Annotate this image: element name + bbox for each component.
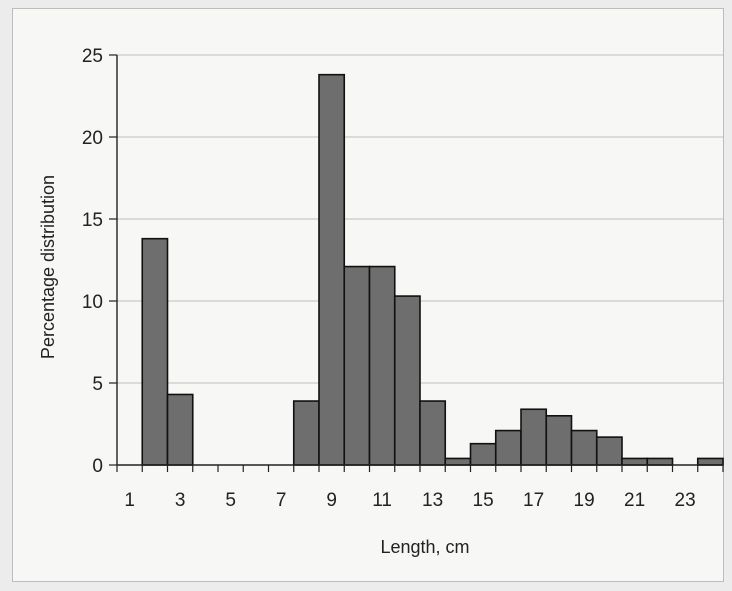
x-tick-label: 17 (523, 490, 544, 511)
x-tick-label: 15 (473, 490, 494, 511)
x-tick-labels: 1 3 5 7 9 11 13 15 17 19 21 23 (124, 490, 695, 511)
y-tick-label: 10 (82, 292, 103, 313)
bar (646, 457, 674, 466)
bar (469, 442, 497, 466)
bar (444, 457, 472, 466)
chart-frame: 0 5 10 15 20 25 1 3 5 7 9 11 13 15 17 19 21 23 Length, c… (12, 8, 724, 582)
axes (116, 55, 724, 472)
bar (292, 400, 320, 466)
x-tick-label: 5 (225, 490, 236, 511)
y-tick-label: 20 (82, 128, 103, 149)
gridlines (109, 54, 723, 466)
bar (368, 265, 396, 466)
y-tick-label: 5 (92, 374, 103, 395)
y-axis-label: Percentage distribution (38, 175, 58, 359)
x-tick-label: 1 (124, 490, 135, 511)
x-tick-label: 11 (372, 490, 392, 511)
bar (343, 265, 371, 466)
bar (595, 436, 623, 466)
bar (393, 295, 421, 466)
bar (318, 73, 346, 466)
x-tick-label: 21 (624, 490, 645, 511)
bar (166, 393, 194, 466)
x-axis-label: Length, cm (380, 537, 469, 557)
bar (520, 408, 548, 466)
bar (570, 429, 598, 466)
y-tick-label: 15 (82, 210, 103, 231)
x-tick-label: 7 (276, 490, 287, 511)
bar (494, 429, 522, 466)
bar (696, 457, 724, 466)
y-tick-label: 0 (92, 456, 103, 477)
bar (419, 400, 447, 466)
x-tick-label: 23 (675, 490, 696, 511)
x-tick-label: 19 (574, 490, 595, 511)
x-tick-label: 3 (175, 490, 186, 511)
bar (621, 457, 649, 466)
bar (141, 237, 169, 466)
y-tick-labels: 0 5 10 15 20 25 (82, 46, 103, 477)
x-tick-label: 13 (422, 490, 443, 511)
bars (141, 73, 724, 466)
y-tick-label: 25 (82, 46, 103, 67)
bar (545, 414, 573, 466)
x-tick-label: 9 (326, 490, 337, 511)
